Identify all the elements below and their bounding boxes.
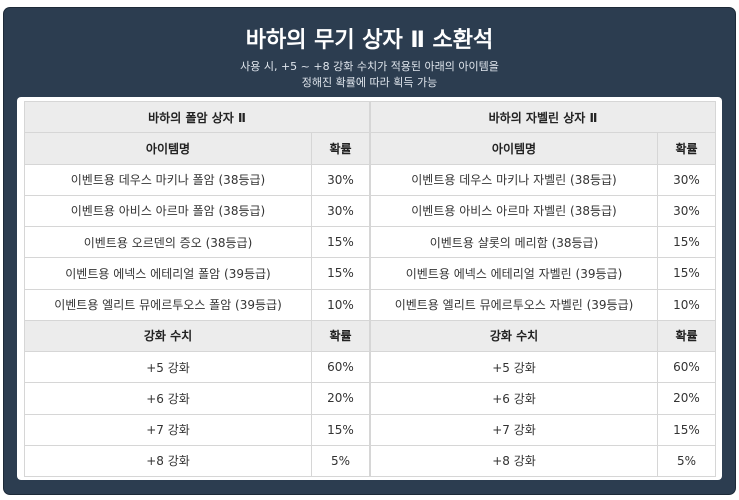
cell: 10% — [657, 288, 716, 321]
title-row: 바하의 자벨린 상자 Ⅱ — [370, 100, 716, 134]
cell: 10% — [311, 288, 370, 321]
header-row: 강화 수치 확률 — [24, 319, 370, 353]
cell: 이벤트용 샬롯의 메리함 (38등급) — [370, 225, 658, 259]
cell: 이벤트용 엘리트 뮤에르투오스 자벨린 (39등급) — [370, 288, 658, 321]
header-row: 아이템명 확률 — [24, 132, 370, 165]
enhance-row: +6 강화 20% — [370, 382, 716, 415]
content-box: 바하의 폴암 상자 Ⅱ 아이템명 확률 이벤트용 데우스 마키나 폴암 (38등급) 3… — [17, 97, 722, 480]
cell: 확률 — [657, 132, 716, 165]
cell: 15% — [311, 225, 370, 259]
item-row: 이벤트용 에넥스 에테리얼 자벨린 (39등급) 15% — [370, 257, 716, 290]
item-row: 이벤트용 데우스 마키나 자벨린 (38등급) 30% — [370, 163, 716, 196]
cell: 확률 — [657, 319, 716, 353]
panel: 바하의 무기 상자 Ⅱ 소환석 사용 시, +5 ~ +8 강화 수치가 적용된… — [4, 8, 735, 494]
enhance-row: +8 강화 5% — [24, 444, 370, 478]
cell: 확률 — [311, 319, 370, 353]
cell: 15% — [311, 413, 370, 446]
cell: 이벤트용 오르덴의 증오 (38등급) — [24, 225, 312, 259]
enhance-row: +8 강화 5% — [370, 444, 716, 478]
tables: 바하의 폴암 상자 Ⅱ 아이템명 확률 이벤트용 데우스 마키나 폴암 (38등급) 3… — [24, 100, 716, 478]
enhance-row: +5 강화 60% — [370, 350, 716, 384]
item-row: 이벤트용 엘리트 뮤에르투오스 자벨린 (39등급) 10% — [370, 288, 716, 321]
cell: 15% — [311, 257, 370, 290]
cell: 강화 수치 — [24, 319, 312, 353]
cell: 이벤트용 에넥스 에테리얼 자벨린 (39등급) — [370, 257, 658, 290]
cell: 이벤트용 데우스 마키나 폴암 (38등급) — [24, 163, 312, 196]
cell: 이벤트용 데우스 마키나 자벨린 (38등급) — [370, 163, 658, 196]
cell: 30% — [657, 163, 716, 196]
title-row: 바하의 폴암 상자 Ⅱ — [24, 100, 370, 134]
item-row: 이벤트용 샬롯의 메리함 (38등급) 15% — [370, 225, 716, 259]
enhance-row: +7 강화 15% — [370, 413, 716, 446]
cell: 이벤트용 아비스 아르마 폴암 (38등급) — [24, 194, 312, 228]
enhance-row: +5 강화 60% — [24, 350, 370, 384]
enhance-row: +7 강화 15% — [24, 413, 370, 446]
item-row: 이벤트용 데우스 마키나 폴암 (38등급) 30% — [24, 163, 370, 196]
cell: 20% — [657, 382, 716, 415]
cell: +8 강화 — [24, 444, 312, 478]
cell: 20% — [311, 382, 370, 415]
title: 바하의 무기 상자 Ⅱ 소환석 — [245, 28, 494, 53]
cell: 15% — [657, 413, 716, 446]
item-row: 이벤트용 아비스 아르마 폴암 (38등급) 30% — [24, 194, 370, 228]
cell: 확률 — [311, 132, 370, 165]
table: 바하의 자벨린 상자 Ⅱ 아이템명 확률 이벤트용 데우스 마키나 자벨린 (38등급… — [370, 100, 716, 478]
cell: +5 강화 — [370, 350, 658, 384]
cell: 15% — [657, 257, 716, 290]
item-row: 이벤트용 에넥스 에테리얼 폴암 (39등급) 15% — [24, 257, 370, 290]
cell: 바하의 자벨린 상자 Ⅱ — [370, 100, 716, 134]
cell: 이벤트용 아비스 아르마 자벨린 (38등급) — [370, 194, 658, 228]
cell: +6 강화 — [370, 382, 658, 415]
cell: 5% — [657, 444, 716, 478]
cell: +7 강화 — [24, 413, 312, 446]
cell: 이벤트용 에넥스 에테리얼 폴암 (39등급) — [24, 257, 312, 290]
cell: +5 강화 — [24, 350, 312, 384]
cell: 5% — [311, 444, 370, 478]
subtitle: 사용 시, +5 ~ +8 강화 수치가 적용된 아래의 아이템을 — [240, 60, 499, 73]
cell: 이벤트용 엘리트 뮤에르투오스 폴암 (39등급) — [24, 288, 312, 321]
cell: 30% — [657, 194, 716, 228]
cell: 아이템명 — [24, 132, 312, 165]
cell: 15% — [657, 225, 716, 259]
cell: +6 강화 — [24, 382, 312, 415]
table: 바하의 폴암 상자 Ⅱ 아이템명 확률 이벤트용 데우스 마키나 폴암 (38등급) 3… — [24, 100, 370, 478]
cell: 강화 수치 — [370, 319, 658, 353]
cell: 60% — [311, 350, 370, 384]
subtitle: 정해진 확률에 따라 획득 가능 — [301, 76, 438, 89]
cell: 30% — [311, 194, 370, 228]
cell: +7 강화 — [370, 413, 658, 446]
header-row: 아이템명 확률 — [370, 132, 716, 165]
item-row: 이벤트용 엘리트 뮤에르투오스 폴암 (39등급) 10% — [24, 288, 370, 321]
header-row: 강화 수치 확률 — [370, 319, 716, 353]
item-row: 이벤트용 오르덴의 증오 (38등급) 15% — [24, 225, 370, 259]
cell: +8 강화 — [370, 444, 658, 478]
cell: 바하의 폴암 상자 Ⅱ — [24, 100, 370, 134]
cell: 60% — [657, 350, 716, 384]
enhance-row: +6 강화 20% — [24, 382, 370, 415]
cell: 아이템명 — [370, 132, 658, 165]
item-row: 이벤트용 아비스 아르마 자벨린 (38등급) 30% — [370, 194, 716, 228]
cell: 30% — [311, 163, 370, 196]
